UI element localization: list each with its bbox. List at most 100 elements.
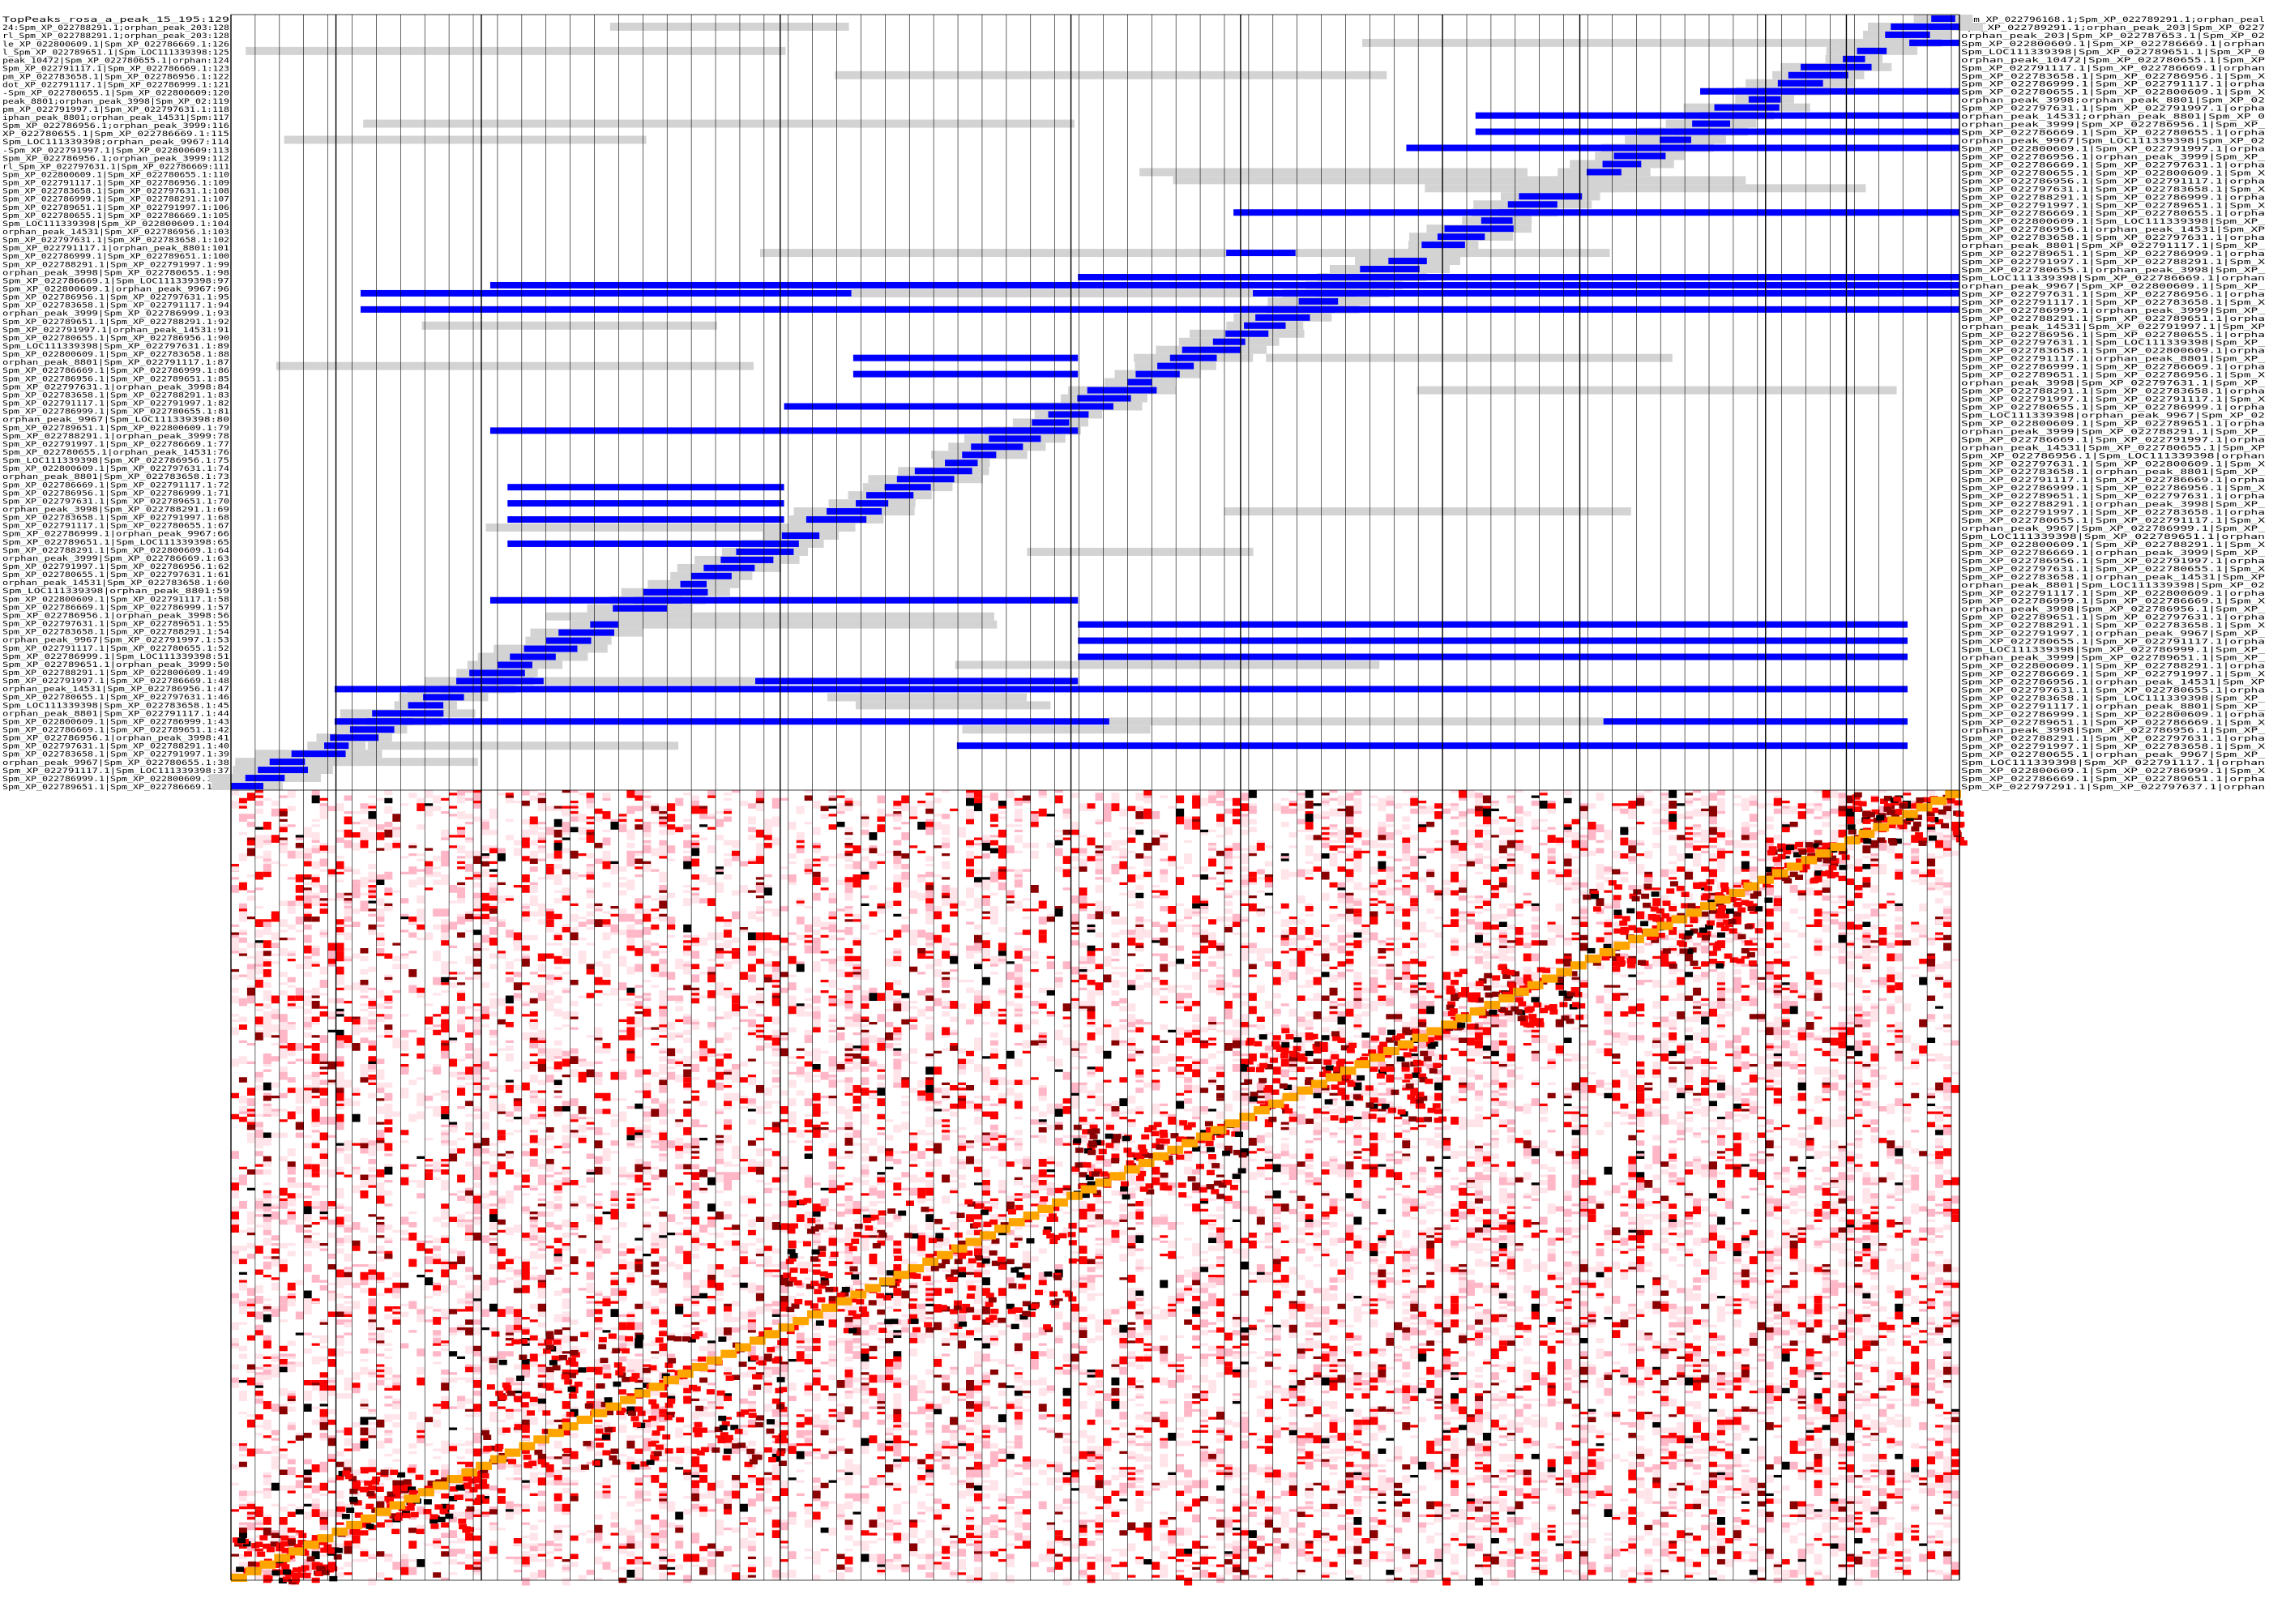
affinity-cell <box>344 1035 353 1043</box>
affinity-cell <box>392 1490 401 1499</box>
affinity-cell <box>327 1254 336 1257</box>
affinity-cell <box>699 1408 708 1417</box>
affinity-cell <box>465 1553 474 1559</box>
affinity-cell <box>319 850 328 853</box>
affinity-cell <box>594 1401 603 1409</box>
affinity-cell <box>780 1314 788 1317</box>
affinity-cell <box>626 1277 635 1283</box>
affinity-cell <box>626 998 635 1001</box>
affinity-cell <box>254 1024 263 1028</box>
affinity-cell <box>771 1398 780 1404</box>
affinity-cell <box>763 822 772 830</box>
affinity-cell <box>618 1335 627 1344</box>
affinity-cell <box>441 1383 450 1391</box>
affinity-cell <box>254 906 263 909</box>
affinity-cell <box>473 793 481 801</box>
affinity-cell <box>594 1532 603 1541</box>
row-label-left: Spm_XP_022786999.1|Spm_XP_022789651.1:10… <box>2 253 229 261</box>
affinity-cell <box>545 874 554 880</box>
affinity-cell <box>635 1448 643 1454</box>
affinity-cell <box>231 866 239 872</box>
affinity-cell <box>755 1309 764 1312</box>
affinity-cell <box>254 1330 263 1336</box>
affinity-cell <box>344 1301 353 1304</box>
affinity-cell <box>327 1201 336 1209</box>
affinity-cell <box>295 850 304 859</box>
row-label-right: Spm_XP_022789651.1|Spm_XP_022797631.1|or… <box>1961 614 2265 622</box>
affinity-cell <box>683 1475 692 1481</box>
row-label-right: Spm_XP_022800609.1|Spm_XP_022791997.1|or… <box>1961 145 2265 153</box>
affinity-cell <box>287 1459 296 1464</box>
affinity-cell <box>254 1113 263 1117</box>
affinity-cell <box>707 1412 716 1417</box>
affinity-cell <box>780 1037 788 1041</box>
affinity-cell <box>562 1011 570 1019</box>
affinity-cell <box>238 1301 247 1310</box>
membership-cell <box>1244 322 1286 329</box>
affinity-cell <box>360 1148 369 1154</box>
affinity-cell <box>763 1480 772 1485</box>
affinity-cell <box>497 1130 506 1135</box>
affinity-cell <box>441 1124 450 1127</box>
affinity-cell <box>352 811 361 814</box>
affinity-cell <box>521 1275 530 1280</box>
affinity-cell <box>368 1372 377 1375</box>
affinity-cell <box>254 1385 263 1388</box>
affinity-cell <box>271 1372 280 1378</box>
affinity-cell <box>562 1467 570 1470</box>
affinity-cell <box>780 1522 788 1531</box>
affinity-cell <box>449 1517 458 1523</box>
affinity-cell <box>384 1433 393 1436</box>
affinity-cell <box>457 1256 466 1264</box>
affinity-cell <box>747 1224 756 1228</box>
affinity-cell <box>433 879 442 885</box>
affinity-cell <box>643 1446 652 1449</box>
row-label-left: Spm_XP_022800609.1|Spm_XP_022786999.1:43 <box>2 718 229 726</box>
affinity-cell <box>529 1214 538 1217</box>
affinity-cell <box>553 1145 562 1148</box>
affinity-cell <box>594 977 603 985</box>
row-label-left: Spm_XP_022789651.1|Spm_XP_022786669.1:35 <box>2 784 229 792</box>
affinity-cell <box>731 1301 740 1306</box>
affinity-cell <box>643 1124 652 1130</box>
affinity-cell <box>441 1317 450 1320</box>
affinity-cell <box>311 790 320 798</box>
affinity-cell <box>724 924 732 927</box>
affinity-cell <box>376 824 385 832</box>
affinity-cell <box>408 951 417 954</box>
affinity-cell <box>384 906 393 912</box>
affinity-cell <box>319 1088 328 1096</box>
affinity-cell <box>271 945 280 948</box>
affinity-cell <box>626 1174 635 1177</box>
row-label-left: Spm_XP_022800609.1|Spm_XP_022797631.1:74 <box>2 465 229 473</box>
affinity-cell <box>465 1075 474 1080</box>
affinity-cell <box>659 885 668 891</box>
affinity-cell <box>553 966 562 969</box>
affinity-cell <box>610 1570 619 1573</box>
affinity-cell <box>368 806 377 809</box>
affinity-cell <box>635 818 643 822</box>
affinity-cell <box>747 995 756 1004</box>
affinity-cell <box>755 1532 764 1536</box>
affinity-cell <box>626 1361 635 1367</box>
affinity-cell <box>755 801 764 804</box>
affinity-cell <box>763 1509 772 1512</box>
affinity-cell <box>254 1524 263 1528</box>
affinity-cell <box>263 840 271 843</box>
affinity-cell <box>804 1408 813 1412</box>
row-label-right: Spm_XP_022783658.1|Spm_XP_022797631.1|or… <box>1961 234 2265 242</box>
affinity-cell <box>303 1264 312 1272</box>
affinity-cell <box>521 911 530 917</box>
affinity-cell <box>780 1296 788 1304</box>
affinity-cell <box>716 934 724 941</box>
affinity-cell <box>537 1113 546 1117</box>
affinity-cell <box>594 990 603 994</box>
affinity-cell <box>553 1040 562 1046</box>
membership-cell <box>945 459 978 467</box>
affinity-cell <box>667 1109 676 1114</box>
affinity-cell <box>335 1061 344 1067</box>
affinity-cell <box>643 1275 652 1278</box>
affinity-cell <box>618 1528 627 1536</box>
affinity-cell <box>441 1222 450 1228</box>
affinity-cell <box>238 938 247 943</box>
